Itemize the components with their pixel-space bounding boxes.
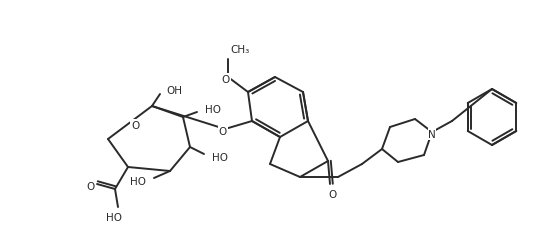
Text: O: O: [329, 189, 337, 199]
Text: HO: HO: [106, 212, 122, 222]
Text: O: O: [222, 75, 230, 85]
Text: HO: HO: [212, 152, 228, 162]
Text: O: O: [86, 181, 94, 191]
Text: HO: HO: [205, 105, 221, 114]
Text: O: O: [219, 126, 227, 136]
Text: O: O: [131, 121, 139, 131]
Text: N: N: [428, 129, 436, 139]
Text: HO: HO: [130, 176, 146, 186]
Text: OH: OH: [166, 86, 182, 96]
Text: CH₃: CH₃: [230, 45, 249, 55]
